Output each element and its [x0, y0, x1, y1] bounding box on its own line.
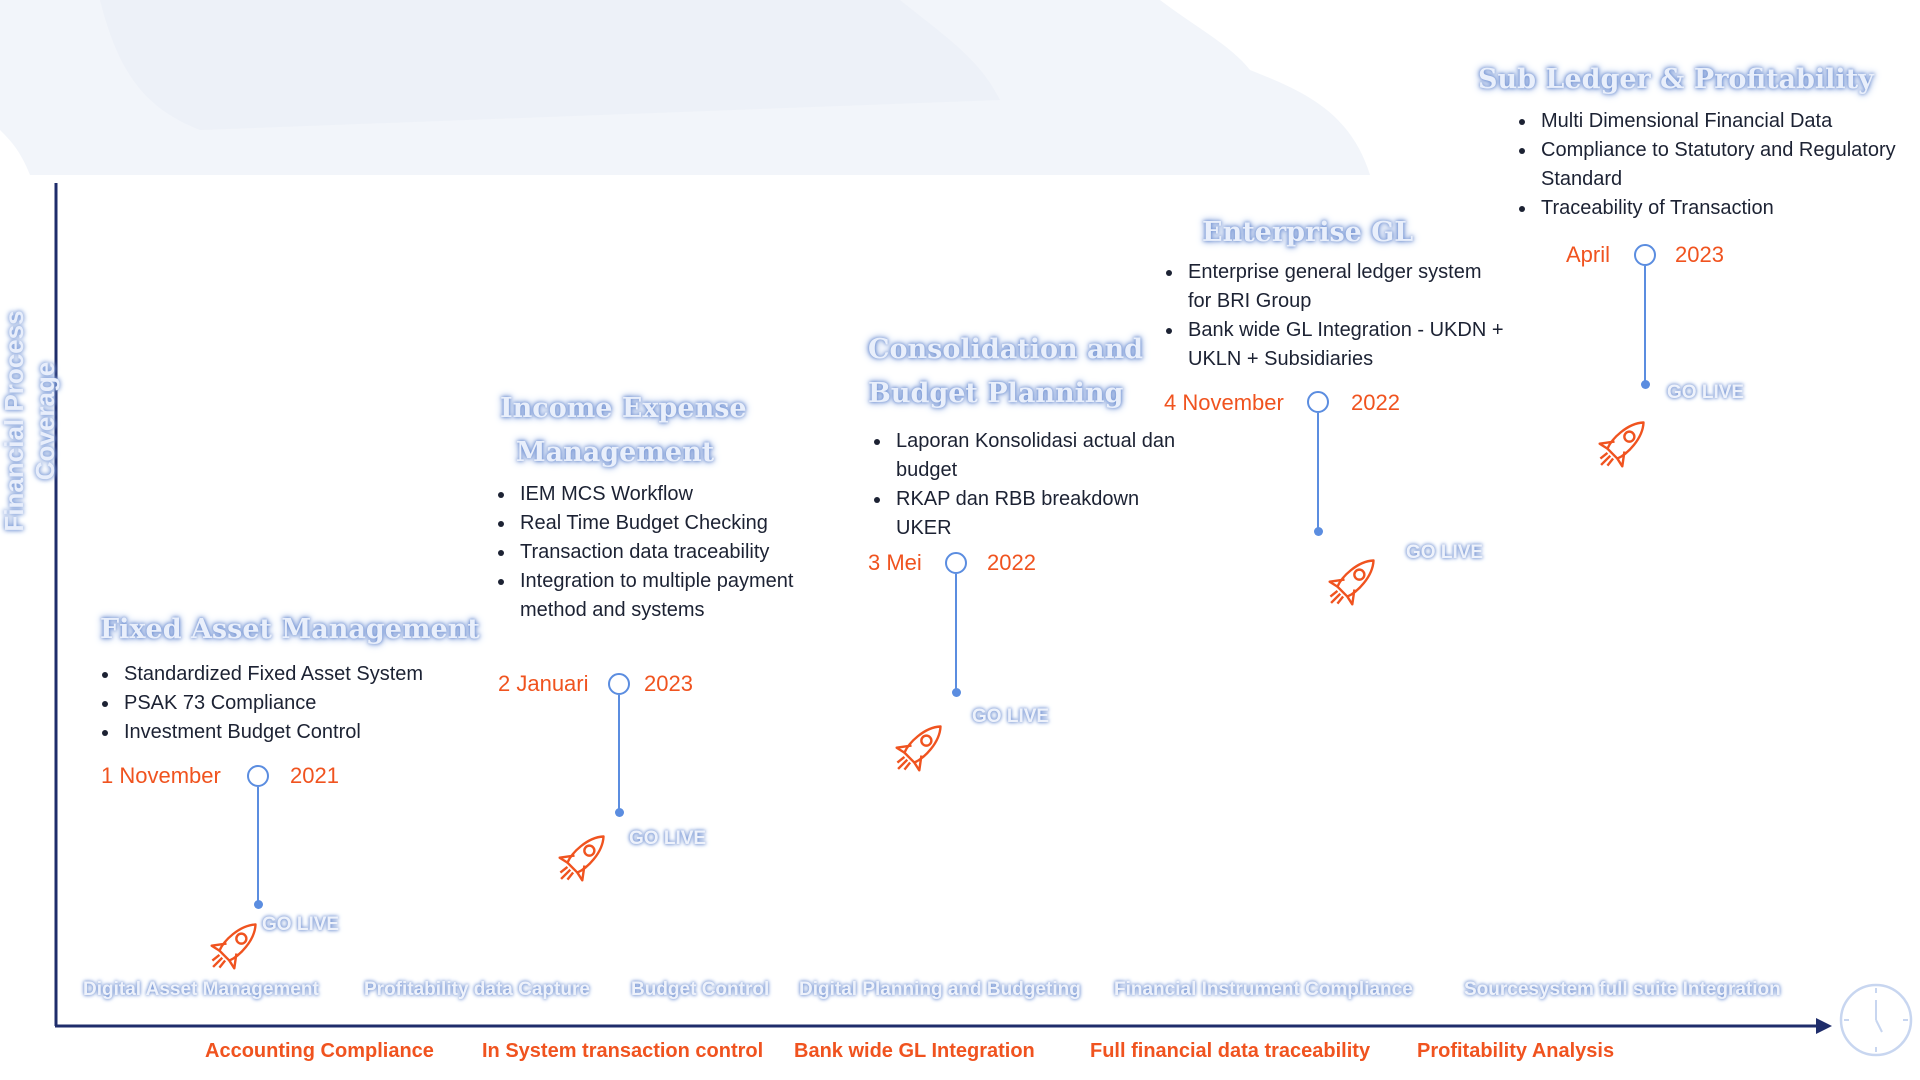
go-live-label: GO LIVE: [1667, 382, 1745, 403]
milestone-date-year: 2023: [1675, 242, 1724, 267]
milestone-date-year: 2023: [644, 671, 693, 696]
milestone-title-enterprise-gl: Enterprise GL: [1202, 217, 1414, 248]
milestone-date-day: 2 Januari: [498, 671, 589, 696]
bullet-item: Enterprise general ledger system for BRI…: [1184, 258, 1504, 316]
timeline-connector: [1317, 413, 1319, 529]
timeline-connector: [257, 787, 259, 902]
milestone-date-year: 2021: [290, 763, 339, 788]
milestone-bullets-consolidation: Laporan Konsolidasi actual dan budget RK…: [870, 427, 1182, 543]
bullet-item: Bank wide GL Integration - UKDN + UKLN +…: [1184, 316, 1504, 374]
x-axis-label: Financial Instrument Compliance: [1114, 979, 1413, 1000]
bottom-category-label: Profitability Analysis: [1417, 1040, 1615, 1062]
title-line: Management: [515, 437, 715, 468]
milestone-bullets-enterprise-gl: Enterprise general ledger system for BRI…: [1162, 258, 1504, 374]
title-line: Income Expense: [500, 393, 747, 424]
title-line: Budget Planning: [868, 378, 1124, 409]
rocket-icon: [210, 923, 257, 970]
rocket-icon: [1328, 559, 1375, 606]
timeline-node: [1307, 391, 1329, 413]
bullet-item: RKAP dan RBB breakdown UKER: [892, 485, 1182, 543]
timeline-connector: [618, 695, 620, 810]
cloud-background: [0, 0, 1370, 175]
go-live-label: GO LIVE: [1406, 542, 1484, 563]
timeline-node: [247, 765, 269, 787]
go-live-label: GO LIVE: [629, 828, 707, 849]
timeline-connector: [1644, 266, 1646, 384]
timeline-end-dot: [254, 900, 263, 909]
milestone-date-year: 2022: [987, 550, 1036, 575]
bullet-item: Real Time Budget Checking: [516, 509, 816, 538]
go-live-label: GO LIVE: [972, 706, 1050, 727]
bullet-item: Investment Budget Control: [120, 718, 500, 747]
go-live-label: GO LIVE: [262, 914, 340, 935]
timeline-end-dot: [1641, 380, 1650, 389]
timeline-node: [1634, 244, 1656, 266]
x-axis-label: Sourcesystem full suite Integration: [1464, 979, 1781, 1000]
milestone-date-day: 3 Mei: [868, 550, 922, 575]
milestone-title-fixed-asset: Fixed Asset Management: [100, 614, 480, 645]
bullet-item: Traceability of Transaction: [1537, 194, 1897, 223]
milestone-date-day: 4 November: [1164, 390, 1284, 415]
timeline-end-dot: [615, 808, 624, 817]
rocket-icon: [895, 725, 942, 772]
timeline-end-dot: [952, 688, 961, 697]
x-axis-label: Budget Control: [631, 979, 770, 1000]
milestone-bullets-fixed-asset: Standardized Fixed Asset System PSAK 73 …: [98, 660, 500, 747]
x-axis-label: Digital Asset Management: [83, 979, 319, 1000]
bullet-item: Standardized Fixed Asset System: [120, 660, 500, 689]
timeline-end-dot: [1314, 527, 1323, 536]
milestone-bullets-income-expense: IEM MCS Workflow Real Time Budget Checki…: [494, 480, 816, 625]
bottom-category-label: In System transaction control: [482, 1040, 764, 1062]
milestone-date-day: 1 November: [101, 763, 221, 788]
bottom-category-label: Accounting Compliance: [205, 1040, 434, 1062]
bullet-item: Integration to multiple payment method a…: [516, 567, 816, 625]
timeline-connector: [955, 574, 957, 690]
bullet-item: Multi Dimensional Financial Data: [1537, 107, 1897, 136]
x-axis-label: Profitability data Capture: [364, 979, 590, 1000]
rocket-icon: [558, 835, 605, 882]
milestone-title-sub-ledger: Sub Ledger & Profitability: [1478, 64, 1874, 95]
y-axis-label: Financial Process Coverage: [0, 310, 60, 532]
bullet-item: Compliance to Statutory and Regulatory S…: [1537, 136, 1897, 194]
bullet-item: Laporan Konsolidasi actual dan budget: [892, 427, 1182, 485]
bottom-category-label: Full financial data traceability: [1090, 1040, 1371, 1062]
x-axis-arrowhead: [1816, 1018, 1832, 1034]
clock-icon: [1839, 983, 1913, 1057]
bullet-item: PSAK 73 Compliance: [120, 689, 500, 718]
milestone-title-consolidation: Consolidation and Budget Planning: [868, 328, 1143, 416]
milestone-title-income-expense: Income Expense Management: [500, 387, 747, 475]
bullet-item: IEM MCS Workflow: [516, 480, 816, 509]
title-line: Consolidation and: [868, 334, 1143, 365]
timeline-node: [945, 552, 967, 574]
bullet-item: Transaction data traceability: [516, 538, 816, 567]
milestone-bullets-sub-ledger: Multi Dimensional Financial Data Complia…: [1515, 107, 1897, 223]
timeline-node: [608, 673, 630, 695]
milestone-date-year: 2022: [1351, 390, 1400, 415]
x-axis-label: Digital Planning and Budgeting: [799, 979, 1081, 1000]
bottom-category-label: Bank wide GL Integration: [794, 1040, 1035, 1062]
rocket-icon: [1598, 421, 1645, 468]
milestone-date-day: April: [1566, 242, 1611, 267]
